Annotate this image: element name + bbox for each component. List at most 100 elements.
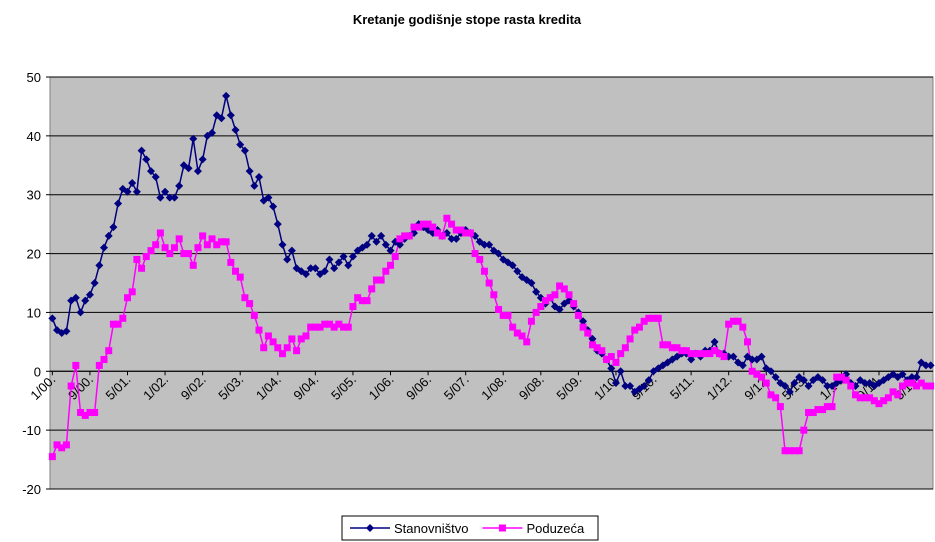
- data-point: [260, 344, 268, 352]
- data-point: [823, 403, 831, 411]
- data-point: [574, 311, 582, 319]
- data-point: [344, 261, 353, 270]
- data-point: [894, 391, 902, 399]
- data-point: [626, 382, 635, 390]
- data-point: [311, 323, 319, 331]
- data-point: [250, 311, 258, 319]
- data-point: [818, 376, 827, 385]
- data-point: [494, 249, 503, 258]
- data-point: [334, 258, 343, 267]
- data-point: [85, 290, 94, 299]
- data-point: [335, 320, 343, 328]
- data-point: [654, 314, 662, 322]
- y-tick-label: 30: [27, 188, 41, 203]
- data-point: [738, 361, 747, 370]
- data-point: [443, 214, 451, 222]
- data-point: [100, 243, 109, 252]
- data-point: [729, 317, 737, 325]
- data-point: [551, 291, 559, 299]
- data-point: [170, 244, 178, 252]
- data-point: [804, 382, 813, 390]
- data-point: [715, 350, 723, 358]
- data-point: [339, 252, 348, 261]
- data-point: [471, 250, 479, 258]
- data-point: [48, 453, 56, 461]
- data-point: [105, 347, 113, 355]
- data-point: [926, 361, 935, 370]
- data-point: [123, 294, 131, 302]
- data-point: [147, 247, 155, 255]
- data-point: [664, 341, 672, 349]
- data-point: [208, 235, 216, 243]
- data-point: [307, 323, 315, 331]
- data-point: [542, 297, 550, 305]
- data-point: [433, 229, 441, 237]
- data-point: [758, 373, 766, 381]
- data-point: [67, 382, 75, 390]
- data-point: [485, 240, 494, 249]
- data-point: [537, 303, 545, 311]
- data-point: [621, 344, 629, 352]
- data-point: [344, 323, 352, 331]
- data-point: [898, 382, 906, 390]
- data-point: [119, 314, 127, 322]
- data-point: [311, 264, 320, 273]
- data-point: [748, 355, 757, 364]
- data-point: [340, 323, 348, 331]
- data-point: [908, 379, 916, 387]
- data-point: [579, 317, 588, 326]
- data-point: [306, 264, 315, 273]
- data-point: [232, 267, 240, 275]
- y-tick-label: 0: [34, 364, 41, 379]
- data-point: [90, 279, 99, 287]
- data-point: [438, 232, 446, 240]
- data-point: [269, 202, 278, 211]
- data-point: [152, 241, 160, 249]
- data-point: [250, 181, 259, 190]
- data-point: [246, 300, 254, 308]
- data-point: [358, 297, 366, 305]
- data-point: [62, 327, 71, 336]
- data-point: [720, 353, 728, 361]
- data-point: [711, 347, 719, 355]
- data-point: [185, 250, 193, 258]
- data-point: [320, 267, 329, 276]
- y-tick-label: 50: [27, 70, 41, 85]
- data-point: [640, 382, 649, 390]
- data-point: [217, 114, 226, 123]
- data-point: [495, 305, 503, 313]
- data-point: [673, 344, 681, 352]
- data-point: [584, 329, 592, 337]
- data-point: [91, 408, 99, 416]
- data-point: [570, 300, 578, 308]
- data-point: [790, 379, 799, 388]
- data-point: [189, 134, 198, 143]
- data-point: [898, 370, 907, 379]
- data-point: [161, 244, 169, 252]
- data-point: [132, 187, 141, 196]
- data-point: [644, 376, 653, 385]
- data-point: [81, 296, 90, 305]
- data-point: [532, 308, 540, 316]
- data-point: [611, 379, 620, 388]
- data-point: [518, 332, 526, 340]
- data-point: [236, 273, 244, 281]
- data-point: [532, 287, 541, 296]
- data-point: [556, 282, 564, 290]
- data-point: [123, 187, 132, 196]
- data-point: [325, 255, 334, 264]
- data-point: [100, 356, 108, 364]
- data-point: [907, 373, 916, 382]
- data-point: [847, 382, 855, 390]
- data-point: [452, 234, 461, 243]
- data-point: [391, 253, 399, 261]
- data-point: [217, 238, 225, 246]
- data-point: [490, 291, 498, 299]
- data-point: [95, 361, 103, 369]
- data-point: [161, 187, 170, 196]
- data-point: [278, 350, 286, 358]
- y-tick-label: 40: [27, 129, 41, 144]
- data-point: [509, 323, 517, 331]
- data-point: [137, 146, 146, 155]
